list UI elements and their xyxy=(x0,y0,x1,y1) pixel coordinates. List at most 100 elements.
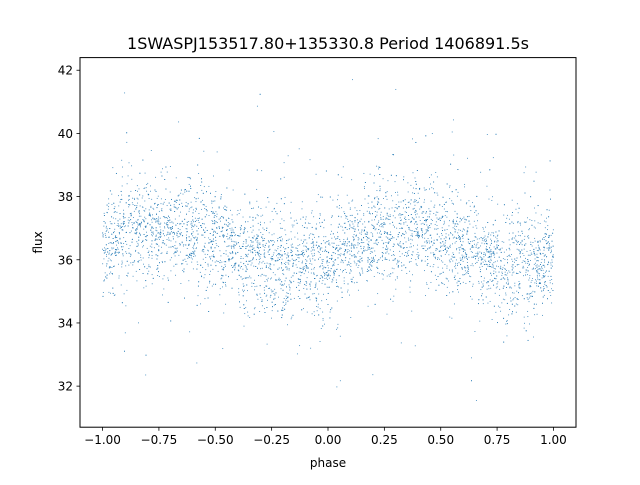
data-point xyxy=(106,228,108,230)
data-point xyxy=(106,204,108,206)
data-point xyxy=(240,276,242,278)
data-point xyxy=(315,228,317,230)
data-point xyxy=(185,234,187,236)
data-point xyxy=(314,314,316,316)
data-point xyxy=(370,232,372,234)
data-point xyxy=(268,288,270,289)
data-point xyxy=(367,261,369,263)
data-point xyxy=(243,232,245,234)
data-point xyxy=(238,265,240,267)
data-point xyxy=(209,256,211,258)
data-point xyxy=(230,232,232,234)
data-point xyxy=(377,293,379,295)
data-point xyxy=(322,259,324,260)
data-point xyxy=(199,271,201,273)
data-point xyxy=(272,245,274,247)
data-point xyxy=(103,212,105,214)
data-point xyxy=(409,229,411,231)
data-point xyxy=(223,253,225,254)
data-point xyxy=(495,236,497,238)
data-point xyxy=(406,224,408,226)
data-point xyxy=(146,247,148,249)
data-point xyxy=(396,277,398,279)
data-point xyxy=(327,270,329,272)
data-point xyxy=(548,209,550,211)
data-point xyxy=(427,256,429,258)
data-point xyxy=(282,301,284,303)
data-point xyxy=(434,204,436,206)
data-point xyxy=(267,240,269,242)
data-point xyxy=(393,154,395,156)
data-point xyxy=(401,265,403,267)
data-point xyxy=(311,238,313,240)
data-point xyxy=(288,259,289,261)
data-point xyxy=(177,230,179,232)
data-point xyxy=(159,232,161,234)
data-point xyxy=(102,295,104,297)
data-point xyxy=(333,271,335,273)
data-point xyxy=(444,215,446,217)
data-point xyxy=(465,282,467,284)
data-point xyxy=(356,256,357,258)
data-point xyxy=(156,238,158,240)
data-point xyxy=(252,258,254,260)
data-point xyxy=(546,286,548,288)
data-point xyxy=(114,252,116,254)
data-point xyxy=(319,245,320,247)
data-point xyxy=(231,235,233,237)
data-point xyxy=(254,249,256,251)
data-point xyxy=(414,204,416,206)
data-point xyxy=(143,219,145,221)
data-point xyxy=(106,254,107,256)
data-point xyxy=(349,264,350,266)
data-point xyxy=(220,231,222,233)
data-point xyxy=(347,289,349,291)
data-point xyxy=(444,253,446,255)
data-point xyxy=(151,219,153,221)
data-point xyxy=(484,239,485,241)
data-point xyxy=(487,236,489,238)
data-point xyxy=(446,250,448,252)
data-point xyxy=(166,217,168,219)
data-point xyxy=(425,219,427,221)
data-point xyxy=(530,241,532,243)
data-point xyxy=(404,211,406,213)
data-point xyxy=(288,284,290,286)
data-point xyxy=(389,219,391,220)
data-point xyxy=(489,250,491,252)
data-point xyxy=(469,275,471,277)
data-point xyxy=(471,240,473,242)
data-point xyxy=(517,304,519,306)
data-point xyxy=(500,260,502,262)
data-point xyxy=(213,250,215,252)
data-point xyxy=(490,258,492,260)
data-point xyxy=(323,293,324,295)
data-point xyxy=(452,222,454,224)
data-point xyxy=(442,283,444,284)
data-point xyxy=(372,225,374,227)
data-point xyxy=(497,203,499,205)
data-point xyxy=(243,241,245,243)
data-point xyxy=(526,297,528,299)
data-point xyxy=(377,198,379,200)
data-point xyxy=(178,236,180,238)
data-point xyxy=(410,184,412,186)
data-point xyxy=(551,240,553,242)
data-point xyxy=(493,270,495,272)
data-point xyxy=(109,190,111,192)
data-point xyxy=(151,255,153,257)
data-point xyxy=(273,252,275,254)
data-point xyxy=(143,187,145,189)
data-point xyxy=(402,243,404,245)
data-point xyxy=(395,88,397,90)
data-point xyxy=(190,223,192,225)
data-point xyxy=(375,216,377,218)
data-point xyxy=(286,269,288,271)
data-point xyxy=(501,271,503,273)
data-point xyxy=(290,244,292,246)
data-point xyxy=(521,295,523,297)
data-point xyxy=(201,208,203,210)
data-point xyxy=(207,265,209,267)
data-point xyxy=(167,301,169,303)
data-point xyxy=(442,196,444,198)
